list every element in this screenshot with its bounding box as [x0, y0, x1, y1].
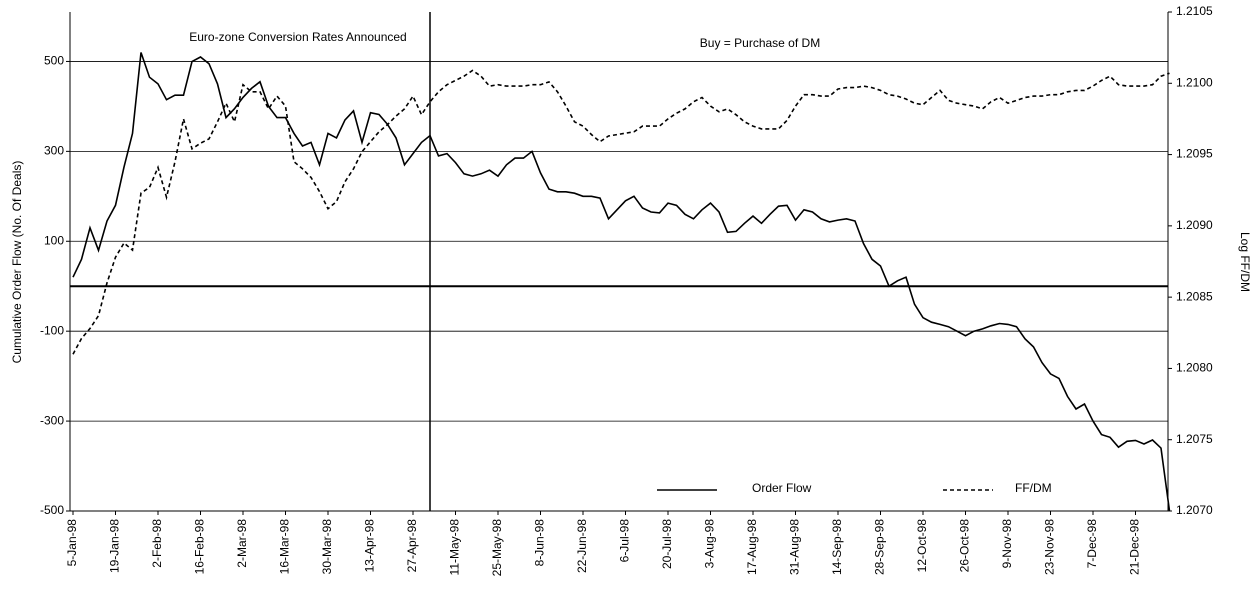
- legend-label: FF/DM: [1015, 481, 1052, 495]
- x-tick-label: 13-Apr-98: [363, 519, 377, 573]
- y2-tick-label: 1.2090: [1176, 218, 1213, 232]
- annotation: Euro-zone Conversion Rates Announced: [189, 30, 406, 44]
- x-tick-label: 12-Oct-98: [915, 519, 929, 573]
- y-tick-label: 100: [44, 233, 64, 247]
- annotation: Buy = Purchase of DM: [700, 36, 820, 50]
- x-tick-label: 30-Mar-98: [320, 519, 334, 575]
- series-line: [72, 69, 1170, 355]
- x-tick-label: 9-Nov-98: [1000, 519, 1014, 569]
- x-tick-label: 26-Oct-98: [958, 519, 972, 573]
- x-tick-label: 16-Feb-98: [193, 519, 207, 575]
- x-tick-label: 20-Jul-98: [660, 519, 674, 569]
- y2-tick-label: 1.2075: [1176, 432, 1213, 446]
- x-tick-label: 3-Aug-98: [703, 519, 717, 569]
- x-tick-label: 16-Mar-98: [278, 519, 292, 575]
- x-tick-label: 11-May-98: [448, 519, 462, 576]
- y2-tick-label: 1.2085: [1176, 289, 1213, 303]
- y-tick-label: 300: [44, 144, 64, 158]
- x-tick-label: 14-Sep-98: [830, 519, 844, 575]
- x-tick-label: 8-Jun-98: [533, 519, 547, 567]
- x-tick-label: 27-Apr-98: [405, 519, 419, 573]
- legend-label: Order Flow: [752, 481, 812, 495]
- y2-tick-label: 1.2100: [1176, 75, 1213, 89]
- x-tick-label: 2-Feb-98: [150, 519, 164, 568]
- y-tick-label: -300: [40, 413, 64, 427]
- y-tick-label: -100: [40, 323, 64, 337]
- series-line: [72, 52, 1171, 512]
- x-tick-label: 5-Jan-98: [65, 519, 79, 567]
- x-tick-label: 2-Mar-98: [235, 519, 249, 568]
- x-tick-label: 22-Jun-98: [575, 519, 589, 573]
- y2-tick-label: 1.2095: [1176, 147, 1213, 161]
- x-tick-label: 6-Jul-98: [618, 519, 632, 563]
- y-tick-label: 500: [44, 54, 64, 68]
- x-tick-label: 21-Dec-98: [1128, 519, 1142, 575]
- x-tick-label: 7-Dec-98: [1085, 519, 1099, 569]
- y-tick-label: -500: [40, 503, 64, 517]
- x-tick-label: 31-Aug-98: [788, 519, 802, 575]
- x-tick-label: 28-Sep-98: [873, 519, 887, 575]
- y2-tick-label: 1.2105: [1176, 4, 1213, 18]
- y2-tick-label: 1.2070: [1176, 503, 1213, 517]
- x-tick-label: 23-Nov-98: [1043, 519, 1057, 575]
- y2-tick-label: 1.2080: [1176, 361, 1213, 375]
- y2-axis-label: Log FF/DM: [1238, 232, 1252, 292]
- x-tick-label: 19-Jan-98: [108, 519, 122, 573]
- x-tick-label: 25-May-98: [490, 519, 504, 577]
- y-axis-label: Cumulative Order Flow (No. Of Deals): [10, 161, 24, 364]
- x-tick-label: 17-Aug-98: [745, 519, 759, 575]
